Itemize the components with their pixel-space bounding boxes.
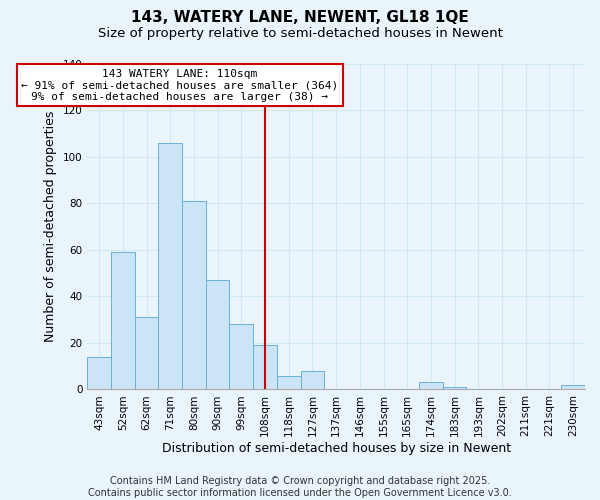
Text: Contains HM Land Registry data © Crown copyright and database right 2025.
Contai: Contains HM Land Registry data © Crown c… [88,476,512,498]
Text: 143, WATERY LANE, NEWENT, GL18 1QE: 143, WATERY LANE, NEWENT, GL18 1QE [131,10,469,25]
Bar [443,387,466,390]
Bar [158,143,182,390]
Bar [419,382,443,390]
Bar [206,280,229,390]
Bar [277,376,301,390]
Bar [182,201,206,390]
Bar [561,385,585,390]
Text: Size of property relative to semi-detached houses in Newent: Size of property relative to semi-detach… [98,28,502,40]
Bar [111,252,134,390]
Bar [301,371,324,390]
Text: 143 WATERY LANE: 110sqm
← 91% of semi-detached houses are smaller (364)
9% of se: 143 WATERY LANE: 110sqm ← 91% of semi-de… [21,68,338,102]
Bar [229,324,253,390]
Bar [134,318,158,390]
Y-axis label: Number of semi-detached properties: Number of semi-detached properties [44,111,57,342]
Bar [87,357,111,390]
X-axis label: Distribution of semi-detached houses by size in Newent: Distribution of semi-detached houses by … [161,442,511,455]
Bar [253,346,277,390]
